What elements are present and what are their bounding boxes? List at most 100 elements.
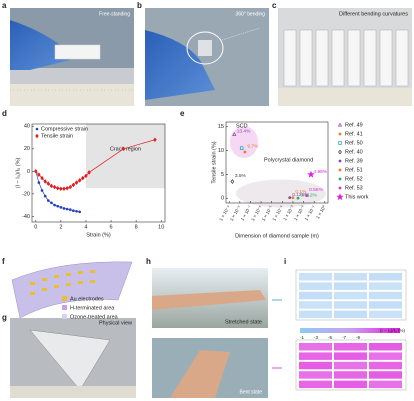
marker — [291, 196, 295, 200]
heatmap-i — [295, 269, 407, 391]
legend-swatch — [62, 314, 67, 319]
x-tick-label: 4 — [84, 224, 87, 230]
x-tick-label: 1 × 10⁰ — [315, 204, 327, 219]
legend-label: Au electrodes — [70, 296, 104, 302]
panel-label: b — [137, 1, 142, 10]
grid-cell — [299, 273, 332, 281]
marker — [74, 180, 79, 185]
legend-label: Ozone-treated area — [70, 314, 119, 320]
legend-label: Tensile strain — [41, 133, 73, 139]
grid-cell — [369, 273, 402, 281]
marker — [338, 177, 342, 181]
legend-label: This work — [345, 194, 369, 200]
marker — [53, 203, 56, 207]
photo-caption: Physical view — [99, 320, 132, 326]
marker — [62, 207, 66, 210]
grid-cell — [334, 282, 367, 290]
panel-label: c — [272, 1, 277, 10]
y-tick-label: 0 — [221, 196, 224, 202]
y-axis-label: Tensile strain (%) — [211, 141, 217, 183]
grid-cell — [299, 371, 332, 379]
marker — [71, 182, 76, 188]
x-tick-label: 6 — [110, 224, 113, 230]
colorbar-label: (I − I₀)/I₀ (%) — [380, 328, 406, 333]
grid-cell — [334, 343, 367, 351]
photo-b — [145, 8, 269, 106]
grid-cell — [369, 282, 402, 290]
axes-frame — [225, 121, 329, 204]
legend-label: Ref. 39 — [345, 158, 363, 164]
photo-caption: Stretched state — [225, 319, 262, 325]
grid-cell — [299, 343, 332, 351]
legend-label: H-terminated area — [70, 305, 115, 311]
marker — [59, 206, 63, 209]
legend-label: Ref. 52 — [345, 176, 363, 182]
marker — [77, 178, 82, 183]
legend-label: Ref. 51 — [345, 167, 363, 173]
panel-label: h — [146, 257, 151, 266]
grid-cell — [334, 273, 367, 281]
marker — [40, 189, 44, 192]
marker — [337, 122, 343, 127]
marker — [40, 175, 44, 181]
marker — [65, 207, 69, 211]
photo-caption: Bent state — [239, 389, 262, 395]
legend-swatch — [62, 305, 67, 310]
marker — [307, 170, 315, 178]
region-label: Crack region — [110, 146, 141, 152]
y-tick-label: 5 — [221, 172, 224, 178]
grid-cell — [369, 343, 402, 351]
marker — [46, 181, 51, 186]
grid-cell — [299, 291, 332, 300]
y-tick-label: 15 — [218, 124, 224, 130]
marker — [288, 196, 292, 200]
marker — [43, 194, 47, 198]
marker — [35, 127, 39, 131]
annotation: Polycrystal diamond — [264, 157, 313, 163]
marker — [338, 168, 342, 172]
grid-cell — [299, 380, 332, 389]
colorbar-tick: -7 — [342, 335, 346, 340]
grid-cell — [369, 352, 402, 360]
panel-label: e — [180, 109, 185, 118]
value-label: 9.7% — [247, 143, 259, 149]
grid-cell — [369, 310, 402, 319]
marker — [243, 150, 247, 154]
shaded-region — [85, 124, 165, 189]
value-label: 13.4% — [237, 129, 251, 135]
grid-cell — [334, 361, 367, 370]
grid-cell — [334, 301, 367, 309]
photo-caption: Free-standing — [99, 11, 130, 17]
y-tick-label: -20 — [22, 191, 30, 197]
legend-label: Ref. 50 — [345, 140, 363, 146]
panel-label: a — [2, 1, 7, 10]
y-tick-label: 20 — [24, 146, 30, 152]
marker — [338, 132, 342, 136]
photo-caption: 360° bending — [235, 11, 265, 17]
value-label: 0.55% — [309, 187, 323, 193]
colorbar — [300, 328, 400, 333]
grid-cell — [369, 380, 402, 389]
grid-cell — [334, 310, 367, 319]
marker — [65, 185, 69, 191]
marker — [338, 159, 342, 163]
legend-label: Ref. 40 — [345, 149, 363, 155]
marker — [296, 196, 300, 200]
marker — [230, 179, 235, 184]
value-label: 0.125% — [292, 192, 309, 198]
schematic-f — [11, 261, 133, 319]
y-tick-label: 0 — [27, 169, 30, 175]
marker — [50, 201, 53, 205]
marker — [121, 146, 126, 152]
marker — [338, 186, 342, 190]
marker — [87, 170, 91, 175]
colorbar-tick: -3 — [314, 335, 318, 340]
marker — [37, 181, 41, 184]
panel-label: g — [2, 313, 7, 322]
value-label: 0.012% — [301, 192, 318, 198]
marker — [43, 179, 47, 184]
marker — [56, 204, 60, 208]
marker — [81, 175, 85, 181]
grid-cell — [334, 352, 367, 360]
